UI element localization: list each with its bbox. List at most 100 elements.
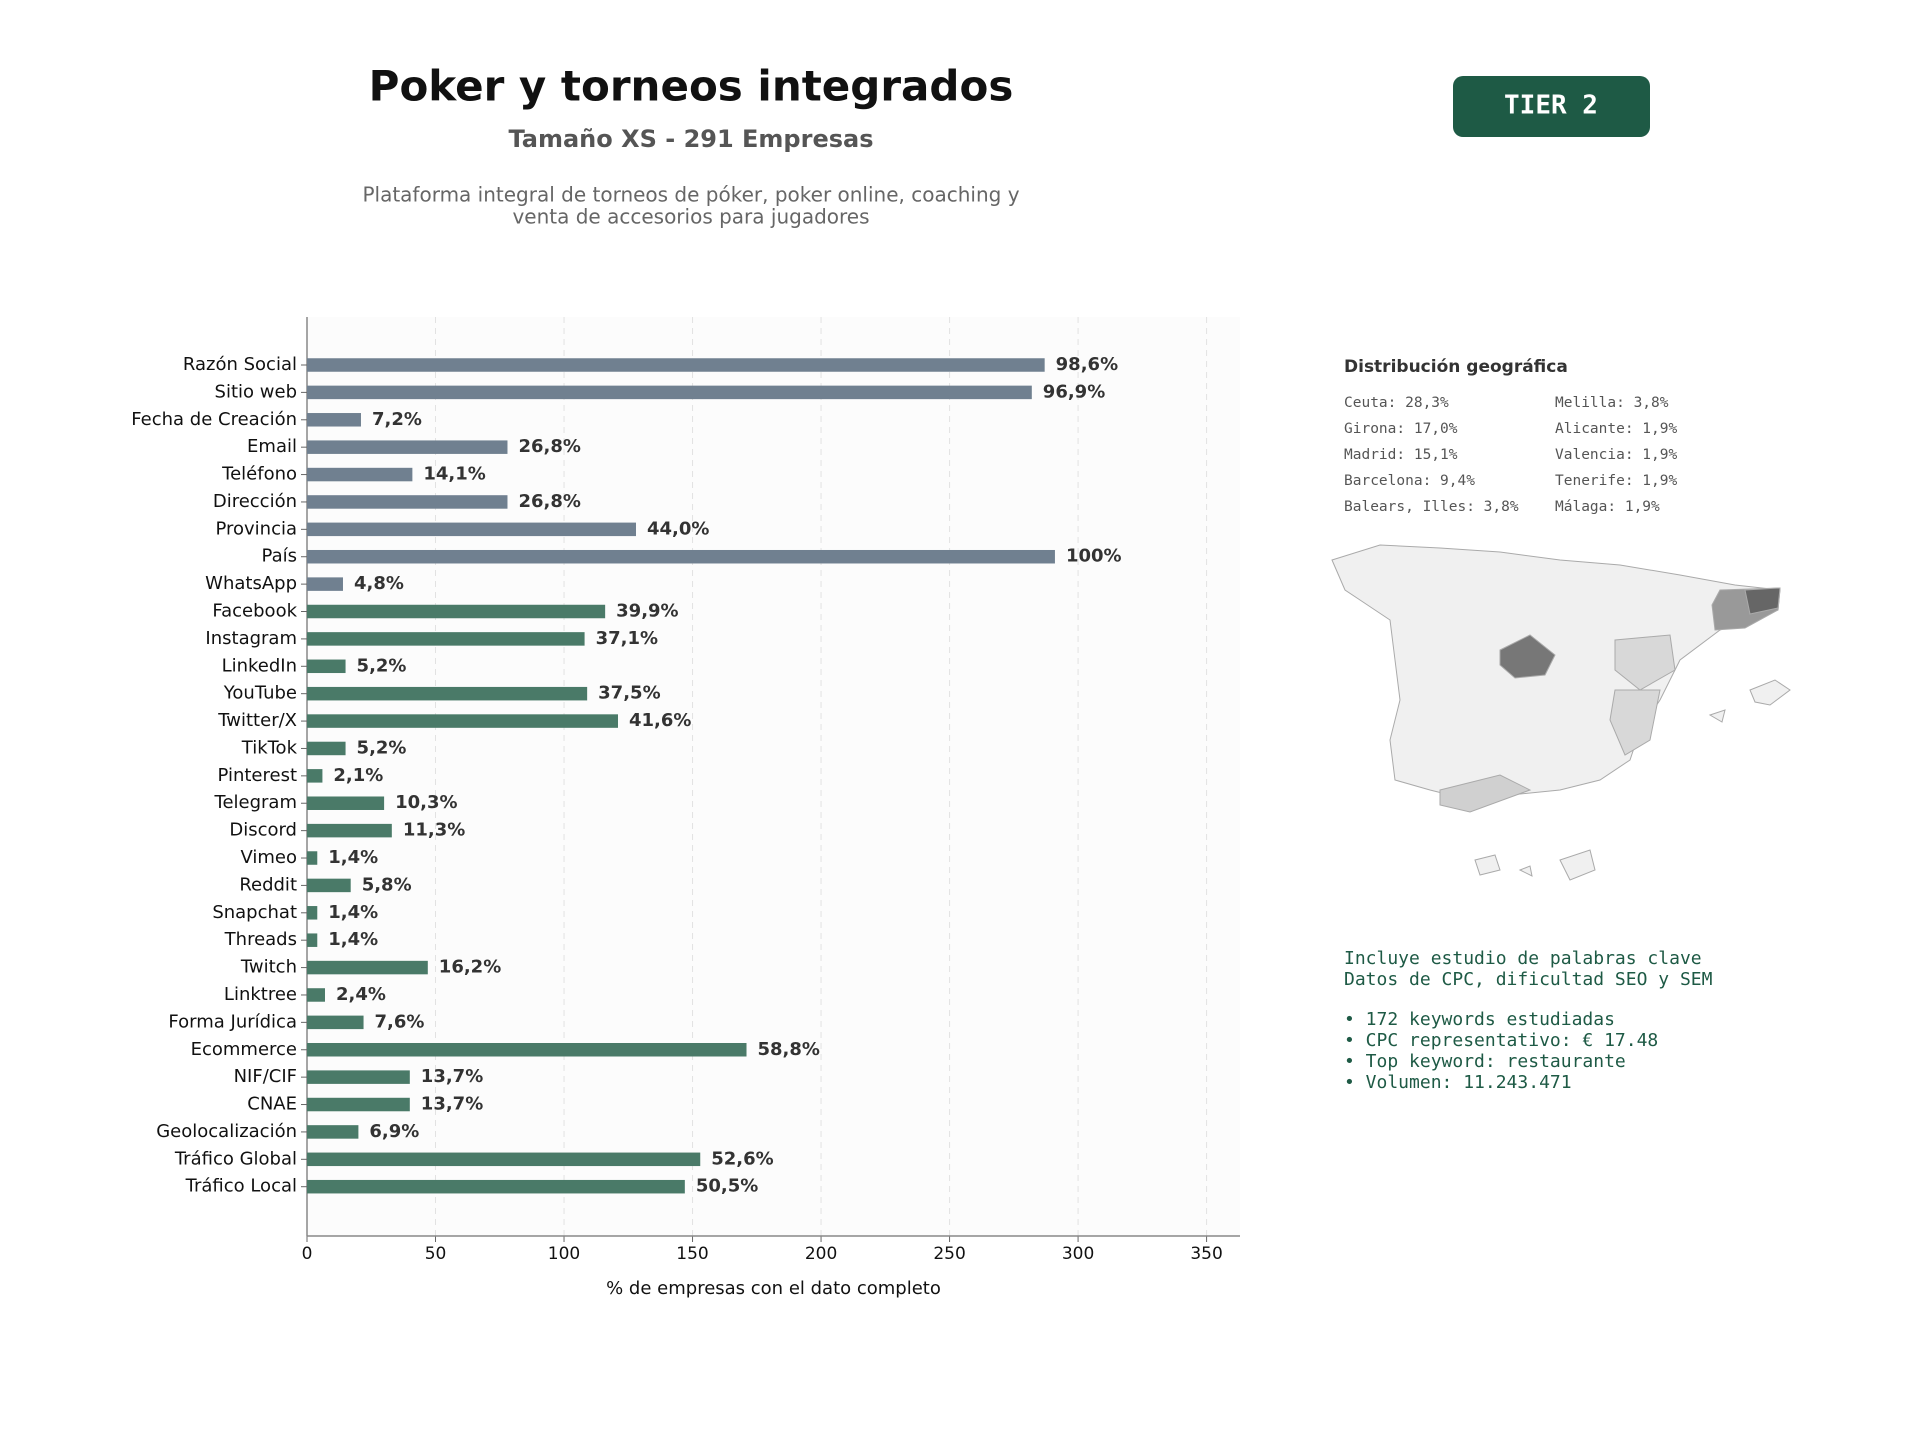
y-tick-label: Pinterest xyxy=(217,765,297,786)
bar xyxy=(307,385,1032,400)
bar xyxy=(307,577,343,591)
value-label: 13,7% xyxy=(421,1094,483,1115)
map-region xyxy=(1609,689,1661,756)
value-label: 2,1% xyxy=(333,765,383,786)
map-islands xyxy=(1708,709,1726,723)
bar xyxy=(307,988,325,1002)
bar xyxy=(307,659,346,674)
geo-item: Málaga: 1,9% xyxy=(1555,499,1660,515)
y-tick-label: Discord xyxy=(229,820,297,841)
badge-text: TIER 2 xyxy=(1504,91,1598,121)
geo-item: Madrid: 15,1% xyxy=(1344,447,1458,463)
bullet: • 172 keywords estudiadas xyxy=(1344,1009,1615,1030)
x-tick-label: 50 xyxy=(425,1244,447,1264)
x-tick-label: 250 xyxy=(933,1244,965,1264)
y-tick-label: Email xyxy=(247,436,297,457)
y-tick-label: Reddit xyxy=(239,874,297,895)
geo-item: Valencia: 1,9% xyxy=(1555,447,1677,463)
bar xyxy=(307,1070,410,1084)
x-tick-label: 0 xyxy=(302,1244,313,1264)
bar xyxy=(307,960,428,975)
map-islands xyxy=(1559,849,1596,881)
value-label: 14,1% xyxy=(423,464,485,485)
y-tick-label: Forma Jurídica xyxy=(168,1011,297,1032)
map-region xyxy=(1744,587,1781,615)
value-label: 1,4% xyxy=(328,902,378,923)
map-islands xyxy=(1474,854,1501,876)
y-tick-label: Instagram xyxy=(205,628,297,649)
y-tick-label: Razón Social xyxy=(183,354,297,375)
description: Plataforma integral de torneos de póker,… xyxy=(362,183,1019,207)
value-label: 44,0% xyxy=(647,518,709,539)
y-tick-label: YouTube xyxy=(223,683,297,704)
bar xyxy=(307,522,636,537)
value-label: 5,2% xyxy=(357,737,407,758)
bar xyxy=(307,741,346,756)
bar xyxy=(307,796,385,810)
bar xyxy=(307,686,588,701)
x-tick-label: 150 xyxy=(676,1244,708,1264)
y-tick-label: País xyxy=(262,546,297,567)
bar xyxy=(307,769,323,783)
y-tick-label: Telegram xyxy=(214,792,297,813)
badge xyxy=(1453,76,1650,137)
bar xyxy=(307,1125,359,1139)
y-tick-label: Dirección xyxy=(213,491,297,512)
y-tick-label: Sitio web xyxy=(215,381,297,402)
y-tick-label: Threads xyxy=(224,929,297,950)
subtitle: Tamaño XS - 291 Empresas xyxy=(509,125,874,153)
y-tick-label: Twitter/X xyxy=(217,710,297,731)
value-label: 58,8% xyxy=(758,1039,820,1060)
value-label: 26,8% xyxy=(518,491,580,512)
y-tick-label: Provincia xyxy=(215,518,297,539)
value-label: 96,9% xyxy=(1043,381,1105,402)
value-label: 10,3% xyxy=(395,792,457,813)
value-label: 2,4% xyxy=(336,984,386,1005)
bar xyxy=(307,1097,410,1112)
value-label: 6,9% xyxy=(369,1121,419,1142)
y-tick-label: Geolocalización xyxy=(156,1121,297,1142)
bar xyxy=(307,549,1055,564)
x-axis-label: % de empresas con el dato completo xyxy=(606,1278,941,1299)
geo-item: Ceuta: 28,3% xyxy=(1344,395,1449,411)
title: Poker y torneos integrados xyxy=(369,62,1014,111)
bar xyxy=(307,1043,747,1057)
bar xyxy=(307,413,361,427)
y-tick-label: Ecommerce xyxy=(191,1039,297,1060)
value-label: 37,5% xyxy=(598,683,660,704)
y-tick-label: WhatsApp xyxy=(205,573,297,594)
value-label: 13,7% xyxy=(421,1066,483,1087)
bar xyxy=(307,933,318,947)
bar xyxy=(307,1179,685,1194)
geo-item: Melilla: 3,8% xyxy=(1555,395,1669,411)
bar xyxy=(307,906,318,920)
bar xyxy=(307,440,508,454)
y-tick-label: Snapchat xyxy=(212,902,297,923)
map-region xyxy=(1439,774,1532,813)
bullet: • Volumen: 11.243.471 xyxy=(1344,1072,1572,1093)
geo-item: Alicante: 1,9% xyxy=(1555,421,1677,437)
geo-item: Barcelona: 9,4% xyxy=(1344,473,1475,489)
y-tick-label: Linktree xyxy=(224,984,297,1005)
bar xyxy=(307,714,618,728)
bar xyxy=(307,358,1045,372)
y-tick-label: CNAE xyxy=(247,1094,297,1115)
bar xyxy=(307,1152,701,1167)
map-region xyxy=(1499,634,1556,679)
map-islands xyxy=(1518,865,1533,877)
bar xyxy=(307,1015,364,1030)
y-tick-label: Twitch xyxy=(240,957,297,978)
x-tick-label: 300 xyxy=(1062,1244,1094,1264)
value-label: 50,5% xyxy=(696,1176,758,1197)
x-tick-label: 200 xyxy=(805,1244,837,1264)
value-label: 11,3% xyxy=(403,820,465,841)
value-label: 16,2% xyxy=(439,957,501,978)
y-tick-label: NIF/CIF xyxy=(234,1066,297,1087)
value-label: 26,8% xyxy=(518,436,580,457)
map-region xyxy=(1614,634,1676,691)
value-label: 41,6% xyxy=(629,710,691,731)
y-tick-label: Teléfono xyxy=(221,464,297,485)
value-label: 52,6% xyxy=(711,1148,773,1169)
value-label: 1,4% xyxy=(328,929,378,950)
